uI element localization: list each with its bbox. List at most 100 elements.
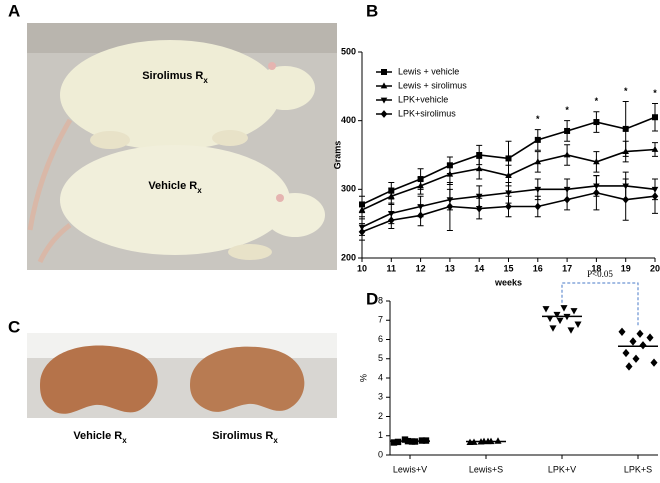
y-axis-label: % (358, 374, 368, 382)
photo-label: Vehicle Rx (148, 180, 202, 195)
marker (564, 127, 571, 134)
marker (622, 125, 629, 132)
photo-label: Sirolimus Rx (212, 430, 278, 445)
point (549, 325, 557, 332)
x-tick-label: 15 (503, 263, 513, 273)
chart-d: 0 1 2 3 4 5 6 7 8% Lewis+V Lewis+S LPK+V LPK+S P<0.05 (358, 269, 658, 474)
point (629, 337, 637, 346)
marker (534, 158, 542, 165)
x-tick-label: 19 (621, 263, 631, 273)
legend-marker (380, 97, 388, 104)
annotation: * (536, 114, 540, 124)
annotation: * (653, 88, 657, 98)
panel-label: D (366, 289, 378, 308)
legend-marker (380, 110, 388, 118)
point (394, 438, 402, 446)
marker (475, 165, 483, 172)
y-axis-label: Grams (332, 141, 342, 170)
x-tick-label: 14 (474, 263, 484, 273)
marker (417, 211, 424, 220)
photo-a: Sirolimus Rx Vehicle Rx (27, 23, 337, 270)
marker (476, 152, 483, 158)
marker (475, 193, 483, 200)
marker (446, 202, 454, 211)
photo-c: Vehicle Rx Sirolimus Rx (27, 333, 337, 445)
marker (651, 192, 659, 201)
y-tick-label: 5 (378, 353, 383, 363)
panel-label: C (8, 317, 20, 336)
marker (534, 202, 542, 211)
marker (593, 188, 600, 197)
chart-b: 200 300 400 500 10 11 12 13 14 15 16 17 18 19 20 weeks G… (332, 46, 660, 287)
marker (505, 190, 512, 197)
y-tick-label: 500 (341, 46, 356, 56)
annotation: P<0.05 (587, 269, 613, 279)
point (632, 354, 640, 363)
y-tick-label: 4 (378, 372, 383, 382)
point (622, 348, 630, 358)
point (618, 327, 626, 336)
marker (563, 195, 571, 204)
x-tick-label: Lewis+S (469, 464, 503, 474)
y-tick-label: 8 (378, 295, 383, 305)
x-tick-label: Lewis+V (393, 464, 427, 474)
point (567, 327, 575, 334)
point (570, 308, 578, 315)
marker (651, 145, 659, 152)
marker (446, 170, 454, 177)
marker (358, 228, 366, 236)
axes (389, 301, 658, 456)
y-tick-label: 6 (378, 334, 383, 344)
x-tick-label: 13 (445, 263, 455, 273)
photo-label: Sirolimus Rx (142, 70, 208, 85)
point (542, 306, 550, 313)
point (546, 315, 554, 323)
marker (505, 202, 512, 211)
panel-label: B (366, 1, 378, 20)
y-tick-label: 7 (378, 315, 383, 325)
point (556, 317, 564, 325)
marker (534, 186, 542, 193)
legend-label: Lewis + vehicle (398, 66, 459, 76)
marker (563, 151, 571, 158)
point (636, 329, 644, 338)
legend-label: LPK+vehicle (398, 94, 448, 104)
marker (622, 195, 629, 204)
marker (388, 216, 395, 225)
y-tick-label: 2 (378, 411, 383, 421)
point (625, 362, 633, 371)
annotation: * (595, 96, 599, 106)
x-tick-label: 12 (416, 263, 426, 273)
annotation: * (624, 86, 628, 96)
point (553, 311, 561, 319)
marker (622, 147, 629, 154)
point (560, 305, 568, 312)
y-tick-label: 0 (378, 449, 383, 459)
marker (593, 119, 600, 126)
marker (505, 155, 512, 162)
point (494, 437, 502, 444)
panel-label: A (8, 1, 20, 20)
x-tick-label: 17 (562, 263, 572, 273)
point (574, 321, 582, 328)
point (639, 341, 647, 350)
x-tick-label: LPK+S (624, 464, 652, 474)
x-tick-label: 10 (357, 263, 367, 273)
x-tick-label: 16 (533, 263, 543, 273)
legend-label: Lewis + sirolimus (398, 80, 467, 90)
y-tick-label: 400 (341, 115, 356, 125)
legend-marker (380, 82, 388, 89)
marker (652, 114, 658, 121)
marker (534, 136, 541, 143)
photo-label: Vehicle Rx (73, 430, 127, 445)
annotation: * (565, 105, 569, 115)
y-tick-label: 3 (378, 392, 383, 402)
point (650, 358, 658, 367)
marker (505, 172, 512, 178)
marker (358, 206, 366, 213)
y-tick-label: 200 (341, 252, 356, 262)
legend-label: LPK+sirolimus (398, 108, 456, 118)
marker (388, 192, 395, 199)
marker (475, 204, 483, 213)
